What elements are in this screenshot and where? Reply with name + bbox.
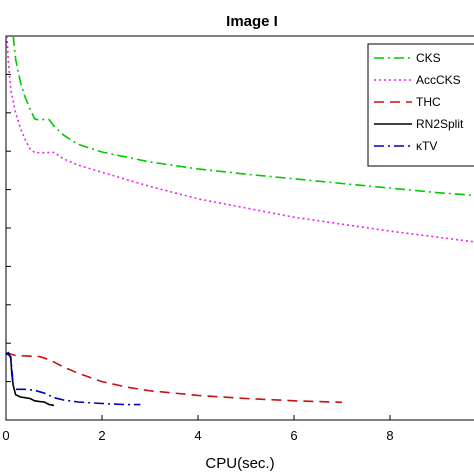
- series-line-3: [5, 352, 343, 404]
- legend-label: THC: [416, 95, 441, 109]
- series-layer: [5, 35, 474, 407]
- x-tick-label: 0: [2, 428, 9, 443]
- legend-box: [367, 43, 474, 167]
- legend-label: AccCKS: [416, 73, 461, 87]
- legend-label: RN2Split: [416, 117, 464, 131]
- x-axis-ticks: 0 2 4 6 8: [2, 415, 394, 443]
- series-line-5: [5, 352, 141, 406]
- x-tick-label: 4: [194, 428, 201, 443]
- x-tick-label: 2: [98, 428, 105, 443]
- legend-label: κTV: [416, 139, 437, 153]
- legend: CKS AccCKS THC RN2Split κTV: [367, 43, 474, 167]
- legend-label: CKS: [416, 51, 441, 65]
- x-tick-label: 6: [290, 428, 297, 443]
- x-axis-label: CPU(sec.): [205, 455, 274, 472]
- series-line-4: [5, 351, 55, 407]
- x-tick-label: 8: [386, 428, 393, 443]
- chart-title: Image I: [226, 13, 278, 30]
- series-line-1: [12, 35, 474, 197]
- y-axis-ticks: [6, 35, 11, 421]
